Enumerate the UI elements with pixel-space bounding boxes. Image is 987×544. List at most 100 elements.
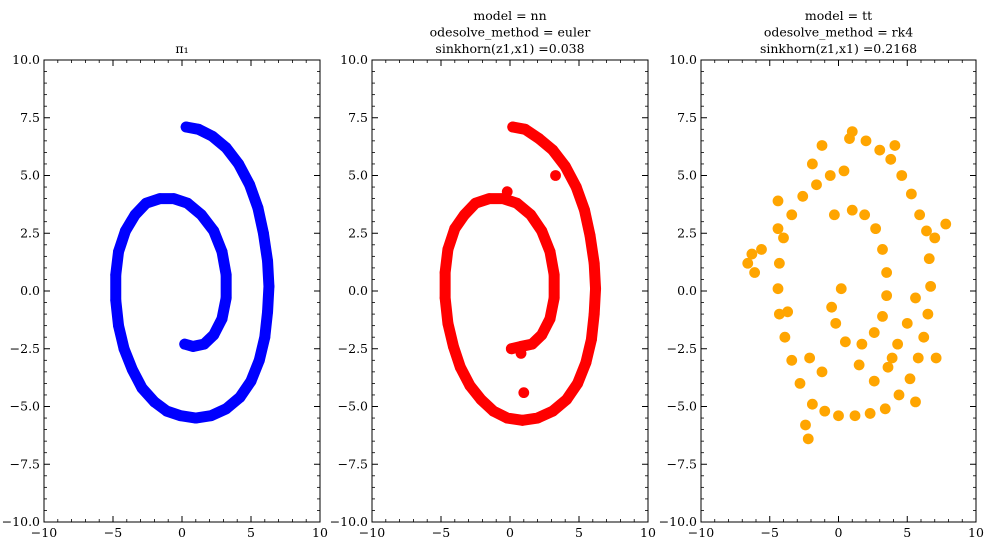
data-point	[864, 408, 876, 419]
data-point	[779, 331, 791, 343]
data-point	[881, 267, 893, 278]
y-tick-label: 10.0	[669, 52, 697, 67]
data-point	[794, 378, 806, 389]
data-point	[839, 336, 851, 348]
data-point	[756, 244, 767, 255]
x-tick-label: 10	[312, 525, 328, 540]
data-point	[922, 308, 934, 320]
data-point	[879, 403, 891, 415]
data-point	[806, 158, 818, 170]
data-point	[860, 135, 872, 147]
y-tick-label: −2.5	[10, 341, 40, 356]
y-tick-label: −2.5	[338, 341, 368, 356]
data-point	[746, 248, 758, 260]
data-point	[786, 209, 798, 221]
data-point	[749, 267, 761, 278]
data-point	[914, 209, 926, 221]
y-tick-label: 0.0	[348, 283, 368, 298]
y-tick-label: 10.0	[12, 52, 40, 67]
y-tick-label: −10.0	[2, 514, 40, 529]
y-tick-label: 2.5	[348, 225, 368, 240]
data-point	[826, 301, 838, 313]
y-tick-label: −5.0	[10, 399, 40, 414]
data-point	[885, 153, 897, 165]
y-tick-label: 5.0	[20, 168, 40, 183]
y-tick-label: 10.0	[340, 52, 368, 67]
y-tick-label: −7.5	[667, 456, 697, 471]
data-point	[786, 354, 798, 366]
data-point	[830, 317, 842, 329]
y-tick-label: −2.5	[667, 341, 697, 356]
x-tick-label: −10	[688, 525, 714, 540]
y-tick-label: 0.0	[20, 283, 40, 298]
data-point	[838, 165, 850, 177]
x-tick-label: −5	[761, 525, 779, 540]
y-tick-label: 7.5	[20, 110, 40, 125]
data-point	[816, 366, 828, 378]
x-tick-label: −5	[432, 525, 450, 540]
data-point	[550, 170, 561, 181]
data-point	[778, 232, 789, 244]
y-tick-label: −10.0	[659, 514, 697, 529]
data-point	[925, 280, 937, 292]
y-tick-label: −5.0	[667, 399, 697, 414]
y-tick-label: 5.0	[348, 168, 368, 183]
data-point	[773, 308, 785, 320]
data-point	[824, 170, 836, 181]
x-tick-label: 0	[835, 525, 843, 540]
data-point	[797, 190, 809, 202]
chart-title-line: model = tt	[805, 8, 872, 23]
data-point	[893, 389, 905, 401]
data-point	[901, 317, 913, 329]
data-point	[772, 283, 784, 295]
y-tick-label: −7.5	[338, 456, 368, 471]
data-point	[859, 209, 871, 221]
data-point	[800, 419, 811, 431]
data-point	[833, 410, 844, 422]
data-point	[518, 387, 530, 399]
data-point	[923, 253, 935, 265]
y-tick-label: 7.5	[348, 110, 368, 125]
data-point	[742, 257, 754, 269]
data-point	[782, 306, 794, 318]
x-tick-label: 5	[247, 525, 255, 540]
data-point	[912, 352, 924, 364]
data-point	[802, 433, 814, 445]
data-point	[846, 204, 858, 216]
x-tick-label: 5	[575, 525, 583, 540]
chart-title-line: π₁	[175, 41, 188, 56]
data-point	[889, 140, 901, 151]
data-point	[835, 283, 847, 295]
data-point	[886, 352, 898, 364]
spiral-band	[110, 121, 275, 424]
x-tick-label: 5	[903, 525, 911, 540]
chart-title-line: sinkhorn(z1,x1) =0.2168	[760, 41, 917, 56]
x-tick-label: 10	[640, 525, 656, 540]
data-point	[881, 290, 893, 302]
data-point	[904, 373, 916, 385]
data-point	[929, 232, 941, 244]
y-tick-label: 2.5	[677, 225, 697, 240]
data-point	[853, 359, 865, 371]
data-point	[905, 188, 917, 200]
x-tick-label: 0	[506, 525, 514, 540]
data-point	[773, 257, 785, 269]
data-point	[921, 225, 932, 237]
y-tick-label: 2.5	[20, 225, 40, 240]
data-point	[918, 331, 930, 343]
data-point	[811, 179, 822, 191]
data-point	[856, 338, 868, 350]
spiral-band	[439, 121, 602, 426]
data-point	[849, 410, 861, 422]
data-point	[896, 170, 908, 181]
data-point	[819, 405, 831, 417]
chart-title-line: odesolve_method = rk4	[764, 25, 913, 40]
data-point	[874, 144, 886, 156]
data-point	[870, 223, 882, 235]
x-tick-label: −10	[31, 525, 57, 540]
data-point	[882, 361, 894, 373]
chart-title-line: odesolve_method = euler	[430, 25, 591, 40]
data-point	[844, 133, 855, 144]
panel-pi1: −10 −5 0 5 10 −10.0 −7.5 −5.0 −2.5 0.0 2.5 5.0 7.5 10…	[2, 41, 328, 540]
y-tick-label: −10.0	[330, 514, 368, 529]
